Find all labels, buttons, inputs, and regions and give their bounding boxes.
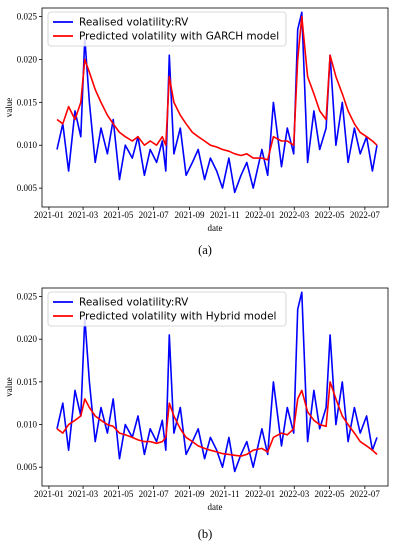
- panel-caption: (b): [198, 527, 213, 541]
- x-tick-label: 2021-05: [103, 489, 133, 499]
- x-tick-label: 2021-11: [210, 489, 240, 499]
- x-tick-label: 2021-09: [175, 210, 205, 220]
- series-line-realised: [56, 11, 378, 194]
- y-tick-label: 0.005: [17, 183, 38, 193]
- y-tick-label: 0.015: [17, 377, 38, 387]
- x-tick-label: 2022-01: [245, 489, 275, 499]
- y-tick-label: 0.005: [17, 462, 38, 472]
- legend-entry: Realised volatility:RV: [79, 297, 189, 309]
- x-axis-label: date: [208, 223, 223, 233]
- chart-panel-a: 0.005 0.010 0.015 0.020 0.025 2021-01 2021-03 2…: [4, 7, 389, 257]
- y-tick-label: 0.010: [17, 420, 38, 430]
- plot-frame: [41, 7, 389, 208]
- x-tick-label: 2021-07: [139, 489, 169, 499]
- x-tick-label: 2021-09: [175, 489, 205, 499]
- legend-box: [47, 291, 287, 327]
- x-tick-label: 2021-01: [34, 210, 64, 220]
- y-axis-label: value: [4, 377, 14, 397]
- y-tick-label: 0.020: [17, 54, 38, 64]
- x-tick-label: 2022-05: [315, 489, 345, 499]
- x-tick-label: 2022-03: [279, 489, 309, 499]
- series-line-realised: [56, 291, 378, 473]
- y-tick-label: 0.025: [17, 292, 38, 302]
- x-tick-label: 2021-11: [210, 210, 240, 220]
- y-tick-label: 0.025: [17, 12, 38, 22]
- legend: Realised volatility:RV Predicted volatili…: [47, 11, 287, 47]
- plot-frame: [41, 287, 389, 487]
- legend-entry: Realised volatility:RV: [79, 17, 189, 29]
- series-line-predicted: [56, 381, 378, 457]
- x-tick-label: 2021-07: [139, 210, 169, 220]
- y-tick-label: 0.015: [17, 97, 38, 107]
- x-tick-label: 2021-01: [34, 489, 64, 499]
- legend-box: [47, 11, 287, 47]
- y-tick-label: 0.010: [17, 140, 38, 150]
- legend-entry: Predicted volatility with Hybrid model: [79, 311, 276, 323]
- x-tick-label: 2022-03: [279, 210, 309, 220]
- series-line-predicted: [56, 15, 378, 161]
- x-tick-label: 2022-07: [350, 210, 380, 220]
- chart-panel-b: 0.005 0.010 0.015 0.020 0.025 2021-01 2021-03 2…: [4, 287, 389, 541]
- x-tick-label: 2021-05: [103, 210, 133, 220]
- y-tick-label: 0.020: [17, 334, 38, 344]
- x-tick-label: 2022-01: [245, 210, 275, 220]
- legend-entry: Predicted volatility with GARCH model: [79, 31, 279, 43]
- y-axis-label: value: [4, 98, 14, 118]
- x-axis-label: date: [208, 502, 223, 512]
- x-tick-label: 2022-05: [315, 210, 345, 220]
- legend: Realised volatility:RV Predicted volatili…: [47, 291, 287, 327]
- panel-caption: (a): [198, 243, 212, 257]
- x-tick-label: 2021-03: [68, 210, 98, 220]
- x-tick-label: 2021-03: [68, 489, 98, 499]
- x-tick-label: 2022-07: [350, 489, 380, 499]
